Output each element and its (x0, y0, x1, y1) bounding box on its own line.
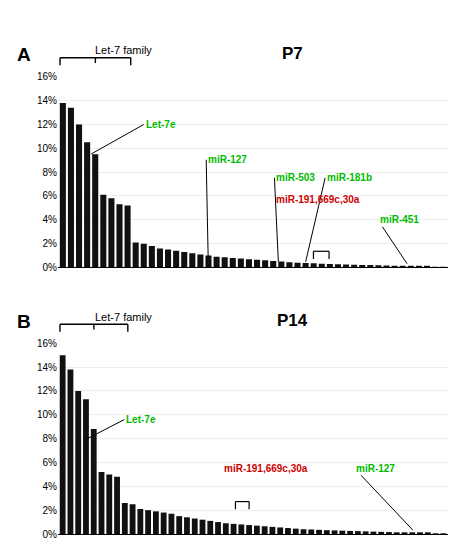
svg-text:miR-451: miR-451 (380, 214, 419, 225)
svg-text:8%: 8% (43, 167, 58, 178)
svg-text:Let-7 family: Let-7 family (95, 44, 152, 56)
svg-text:2%: 2% (43, 505, 58, 516)
svg-text:10%: 10% (37, 143, 57, 154)
svg-text:12%: 12% (37, 119, 57, 130)
svg-text:Let-7e: Let-7e (146, 119, 176, 130)
svg-text:Let-7 family: Let-7 family (95, 311, 152, 323)
svg-text:miR-191,669c,30a: miR-191,669c,30a (276, 194, 360, 205)
svg-text:miR-181b: miR-181b (327, 172, 372, 183)
svg-text:P14: P14 (277, 311, 308, 330)
svg-text:P7: P7 (282, 44, 303, 63)
svg-text:12%: 12% (37, 385, 57, 396)
svg-text:10%: 10% (37, 409, 57, 420)
svg-text:14%: 14% (37, 95, 57, 106)
svg-text:14%: 14% (37, 362, 57, 373)
svg-text:B: B (17, 311, 31, 332)
svg-text:miR-127: miR-127 (356, 463, 395, 474)
svg-text:4%: 4% (43, 214, 58, 225)
svg-text:16%: 16% (37, 338, 57, 349)
svg-text:6%: 6% (43, 457, 58, 468)
svg-text:miR-191,669c,30a: miR-191,669c,30a (224, 463, 308, 474)
svg-text:miR-127: miR-127 (208, 154, 247, 165)
svg-text:8%: 8% (43, 433, 58, 444)
svg-text:16%: 16% (37, 71, 57, 82)
svg-text:0%: 0% (43, 529, 58, 540)
svg-text:miR-503: miR-503 (276, 172, 315, 183)
svg-text:0%: 0% (43, 262, 58, 273)
svg-text:2%: 2% (43, 238, 58, 249)
svg-text:A: A (17, 44, 31, 65)
svg-text:Let-7e: Let-7e (126, 414, 156, 425)
svg-text:6%: 6% (43, 190, 58, 201)
svg-text:4%: 4% (43, 481, 58, 492)
